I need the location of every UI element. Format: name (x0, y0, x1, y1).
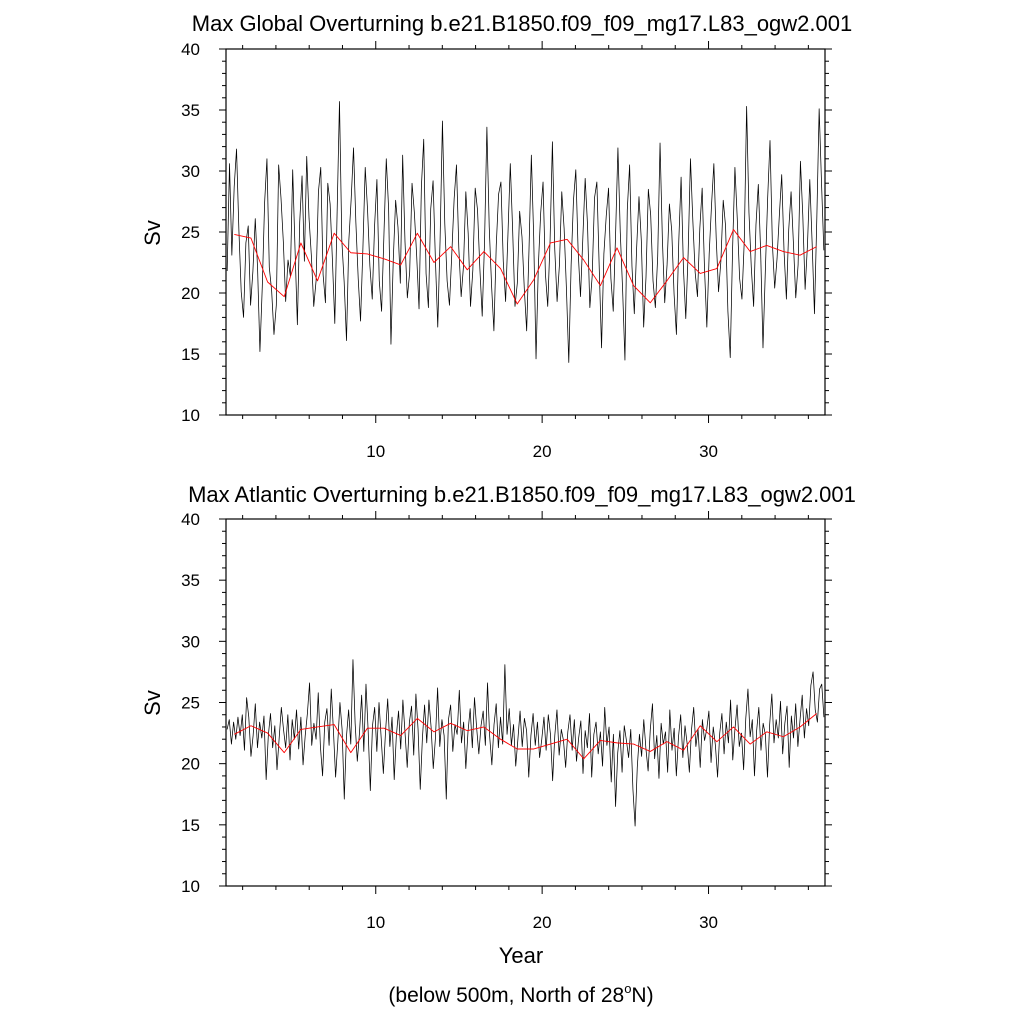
global-tick-marks (219, 41, 832, 423)
global-chart-title: Max Global Overturning b.e21.B1850.f09_f… (192, 11, 852, 36)
atlantic-y-tick-labels: 10 15 20 25 30 35 40 (181, 510, 200, 896)
global-x-tick-labels: 10 20 30 (366, 442, 718, 461)
atlantic-x-tick-label: 30 (699, 913, 718, 932)
global-y-tick-label: 35 (181, 101, 200, 120)
atlantic-x-tick-label: 10 (366, 913, 385, 932)
atlantic-x-tick-label: 20 (533, 913, 552, 932)
atlantic-plot-frame (225, 518, 826, 887)
atlantic-y-tick-label: 35 (181, 571, 200, 590)
global-y-axis-label: Sv (140, 220, 165, 246)
global-y-tick-label: 20 (181, 284, 200, 303)
global-x-tick-label: 10 (366, 442, 385, 461)
atlantic-tick-marks (219, 511, 832, 894)
x-axis-label: Year (499, 943, 543, 968)
global-y-tick-label: 25 (181, 223, 200, 242)
atlantic-overturning-panel: Max Atlantic Overturning b.e21.B1850.f09… (140, 482, 856, 968)
global-plot-frame (225, 48, 826, 416)
global-y-tick-label: 40 (181, 40, 200, 59)
atlantic-chart-title: Max Atlantic Overturning b.e21.B1850.f09… (188, 482, 856, 507)
atlantic-y-tick-label: 15 (181, 816, 200, 835)
footnote: (below 500m, North of 28oN) (388, 981, 653, 1007)
global-y-tick-label: 15 (181, 345, 200, 364)
footnote-suffix: N) (631, 984, 653, 1007)
global-monthly-series-line (226, 101, 825, 363)
atlantic-monthly-series-line (226, 659, 825, 827)
atlantic-annual-mean-series-line (234, 713, 817, 760)
atlantic-y-tick-label: 25 (181, 694, 200, 713)
atlantic-y-tick-label: 10 (181, 877, 200, 896)
atlantic-y-tick-label: 20 (181, 755, 200, 774)
global-y-tick-label: 10 (181, 406, 200, 425)
atlantic-y-axis-label: Sv (140, 690, 165, 716)
global-x-tick-label: 30 (699, 442, 718, 461)
global-overturning-panel: Max Global Overturning b.e21.B1850.f09_f… (140, 11, 852, 461)
global-y-tick-labels: 10 15 20 25 30 35 40 (181, 40, 200, 425)
global-x-tick-label: 20 (533, 442, 552, 461)
global-annual-mean-series-line (234, 229, 817, 305)
global-y-tick-label: 30 (181, 162, 200, 181)
atlantic-x-tick-labels: 10 20 30 (366, 913, 718, 932)
atlantic-y-tick-label: 30 (181, 632, 200, 651)
footnote-degree-superscript: o (624, 981, 631, 996)
atlantic-y-tick-label: 40 (181, 510, 200, 529)
footnote-prefix: (below 500m, North of 28 (388, 984, 624, 1007)
